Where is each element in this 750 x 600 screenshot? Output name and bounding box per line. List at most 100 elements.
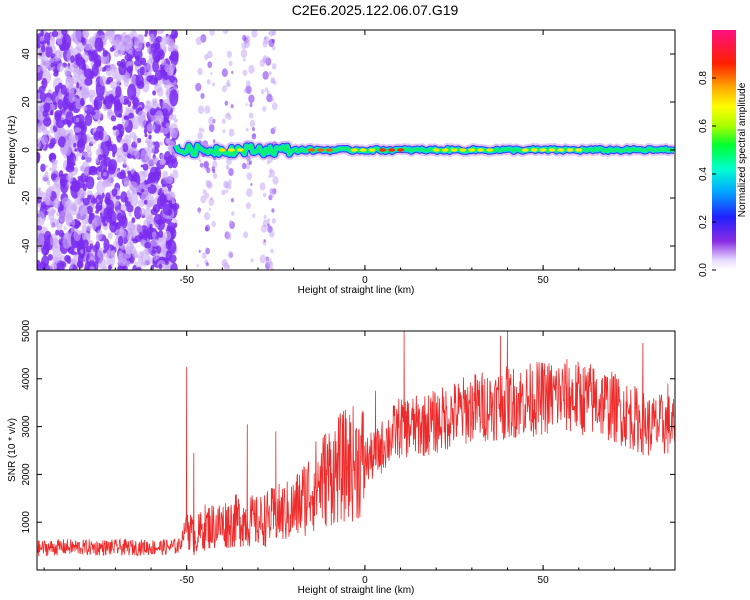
- noise-blob: [260, 89, 265, 95]
- noise-blob: [149, 107, 157, 116]
- noise-blob: [67, 172, 74, 183]
- noise-blob: [167, 191, 176, 201]
- noise-blob: [212, 82, 216, 87]
- noise-blob: [142, 163, 149, 171]
- noise-blob: [130, 75, 138, 86]
- noise-blob: [75, 56, 85, 67]
- noise-blob: [124, 35, 133, 50]
- noise-blob: [108, 111, 114, 116]
- noise-blob: [97, 247, 105, 259]
- signal-peak: [575, 148, 583, 152]
- noise-blob: [120, 146, 124, 151]
- noise-blob: [149, 33, 155, 45]
- noise-blob: [86, 150, 93, 158]
- noise-blob: [222, 30, 229, 35]
- noise-blob: [147, 183, 151, 187]
- noise-blob: [84, 113, 93, 127]
- signal-peak: [548, 148, 556, 152]
- noise-blob: [99, 75, 107, 87]
- noise-blob: [268, 168, 273, 174]
- noise-blob: [166, 133, 171, 139]
- noise-blob: [37, 259, 42, 270]
- noise-blob: [225, 81, 230, 88]
- noise-blob: [53, 197, 61, 209]
- noise-blob: [93, 130, 101, 141]
- noise-blob: [201, 252, 207, 259]
- noise-blob: [68, 103, 75, 112]
- noise-blob: [271, 97, 275, 102]
- noise-blob: [210, 72, 213, 75]
- noise-blob: [198, 158, 202, 163]
- noise-blob: [267, 223, 270, 227]
- noise-blob: [88, 217, 93, 225]
- noise-blob: [132, 97, 140, 108]
- signal-band: [174, 143, 675, 157]
- noise-blob: [268, 71, 272, 76]
- signal-peak: [388, 148, 396, 152]
- noise-blob: [80, 206, 89, 221]
- noise-blob: [88, 166, 98, 176]
- noise-blob: [167, 158, 174, 169]
- noise-blob: [126, 204, 134, 213]
- snr-xtick-label: 0: [362, 575, 368, 586]
- noise-blob: [112, 70, 117, 80]
- noise-blob: [101, 55, 107, 62]
- noise-blob: [45, 164, 49, 168]
- noise-blob: [75, 117, 80, 123]
- noise-blob: [155, 219, 161, 225]
- noise-blob: [222, 129, 226, 134]
- signal-peak: [350, 148, 358, 152]
- noise-blob: [148, 134, 152, 140]
- noise-blob: [86, 224, 92, 232]
- noise-blob: [226, 231, 230, 236]
- noise-blob: [133, 34, 143, 52]
- noise-blob: [248, 64, 255, 74]
- noise-blob: [68, 45, 74, 54]
- noise-blob: [262, 55, 269, 63]
- noise-blob: [262, 105, 267, 112]
- noise-blob: [110, 115, 117, 122]
- noise-blob: [50, 62, 55, 68]
- noise-blob: [56, 211, 60, 217]
- noise-blob: [262, 71, 269, 80]
- noise-blob: [224, 100, 229, 106]
- noise-blob: [160, 36, 170, 45]
- noise-blob: [51, 45, 56, 52]
- noise-blob: [228, 179, 232, 185]
- noise-blob: [198, 105, 204, 114]
- spectrogram-xlabel: Height of straight line (km): [298, 285, 415, 296]
- noise-blob: [77, 138, 85, 153]
- noise-blob: [271, 63, 277, 70]
- noise-blob: [228, 168, 234, 176]
- noise-blob: [116, 155, 124, 164]
- noise-blob: [165, 176, 174, 184]
- noise-blob: [97, 165, 103, 172]
- noise-blob: [140, 188, 145, 193]
- noise-blob: [159, 193, 168, 208]
- noise-blob: [266, 93, 273, 103]
- noise-blob: [224, 113, 229, 119]
- noise-blob: [82, 59, 86, 65]
- noise-blob: [107, 143, 114, 152]
- noise-blob: [64, 71, 69, 76]
- noise-blob: [172, 169, 179, 179]
- noise-blob: [242, 34, 247, 42]
- noise-blob: [162, 170, 168, 181]
- noise-blob: [82, 106, 88, 111]
- noise-blob: [58, 211, 66, 223]
- noise-blob: [165, 123, 170, 128]
- noise-blob: [263, 239, 266, 243]
- noise-blob: [124, 251, 132, 259]
- noise-blob: [228, 60, 233, 67]
- noise-blob: [204, 105, 211, 114]
- noise-blob: [55, 177, 59, 183]
- noise-blob: [156, 171, 161, 177]
- noise-blob: [129, 191, 139, 207]
- noise-blob: [221, 68, 228, 78]
- noise-blob: [212, 160, 218, 168]
- noise-blob: [37, 118, 40, 124]
- noise-blob: [143, 199, 148, 205]
- noise-blob: [228, 128, 235, 137]
- noise-blob: [49, 263, 58, 270]
- noise-blob: [230, 198, 234, 203]
